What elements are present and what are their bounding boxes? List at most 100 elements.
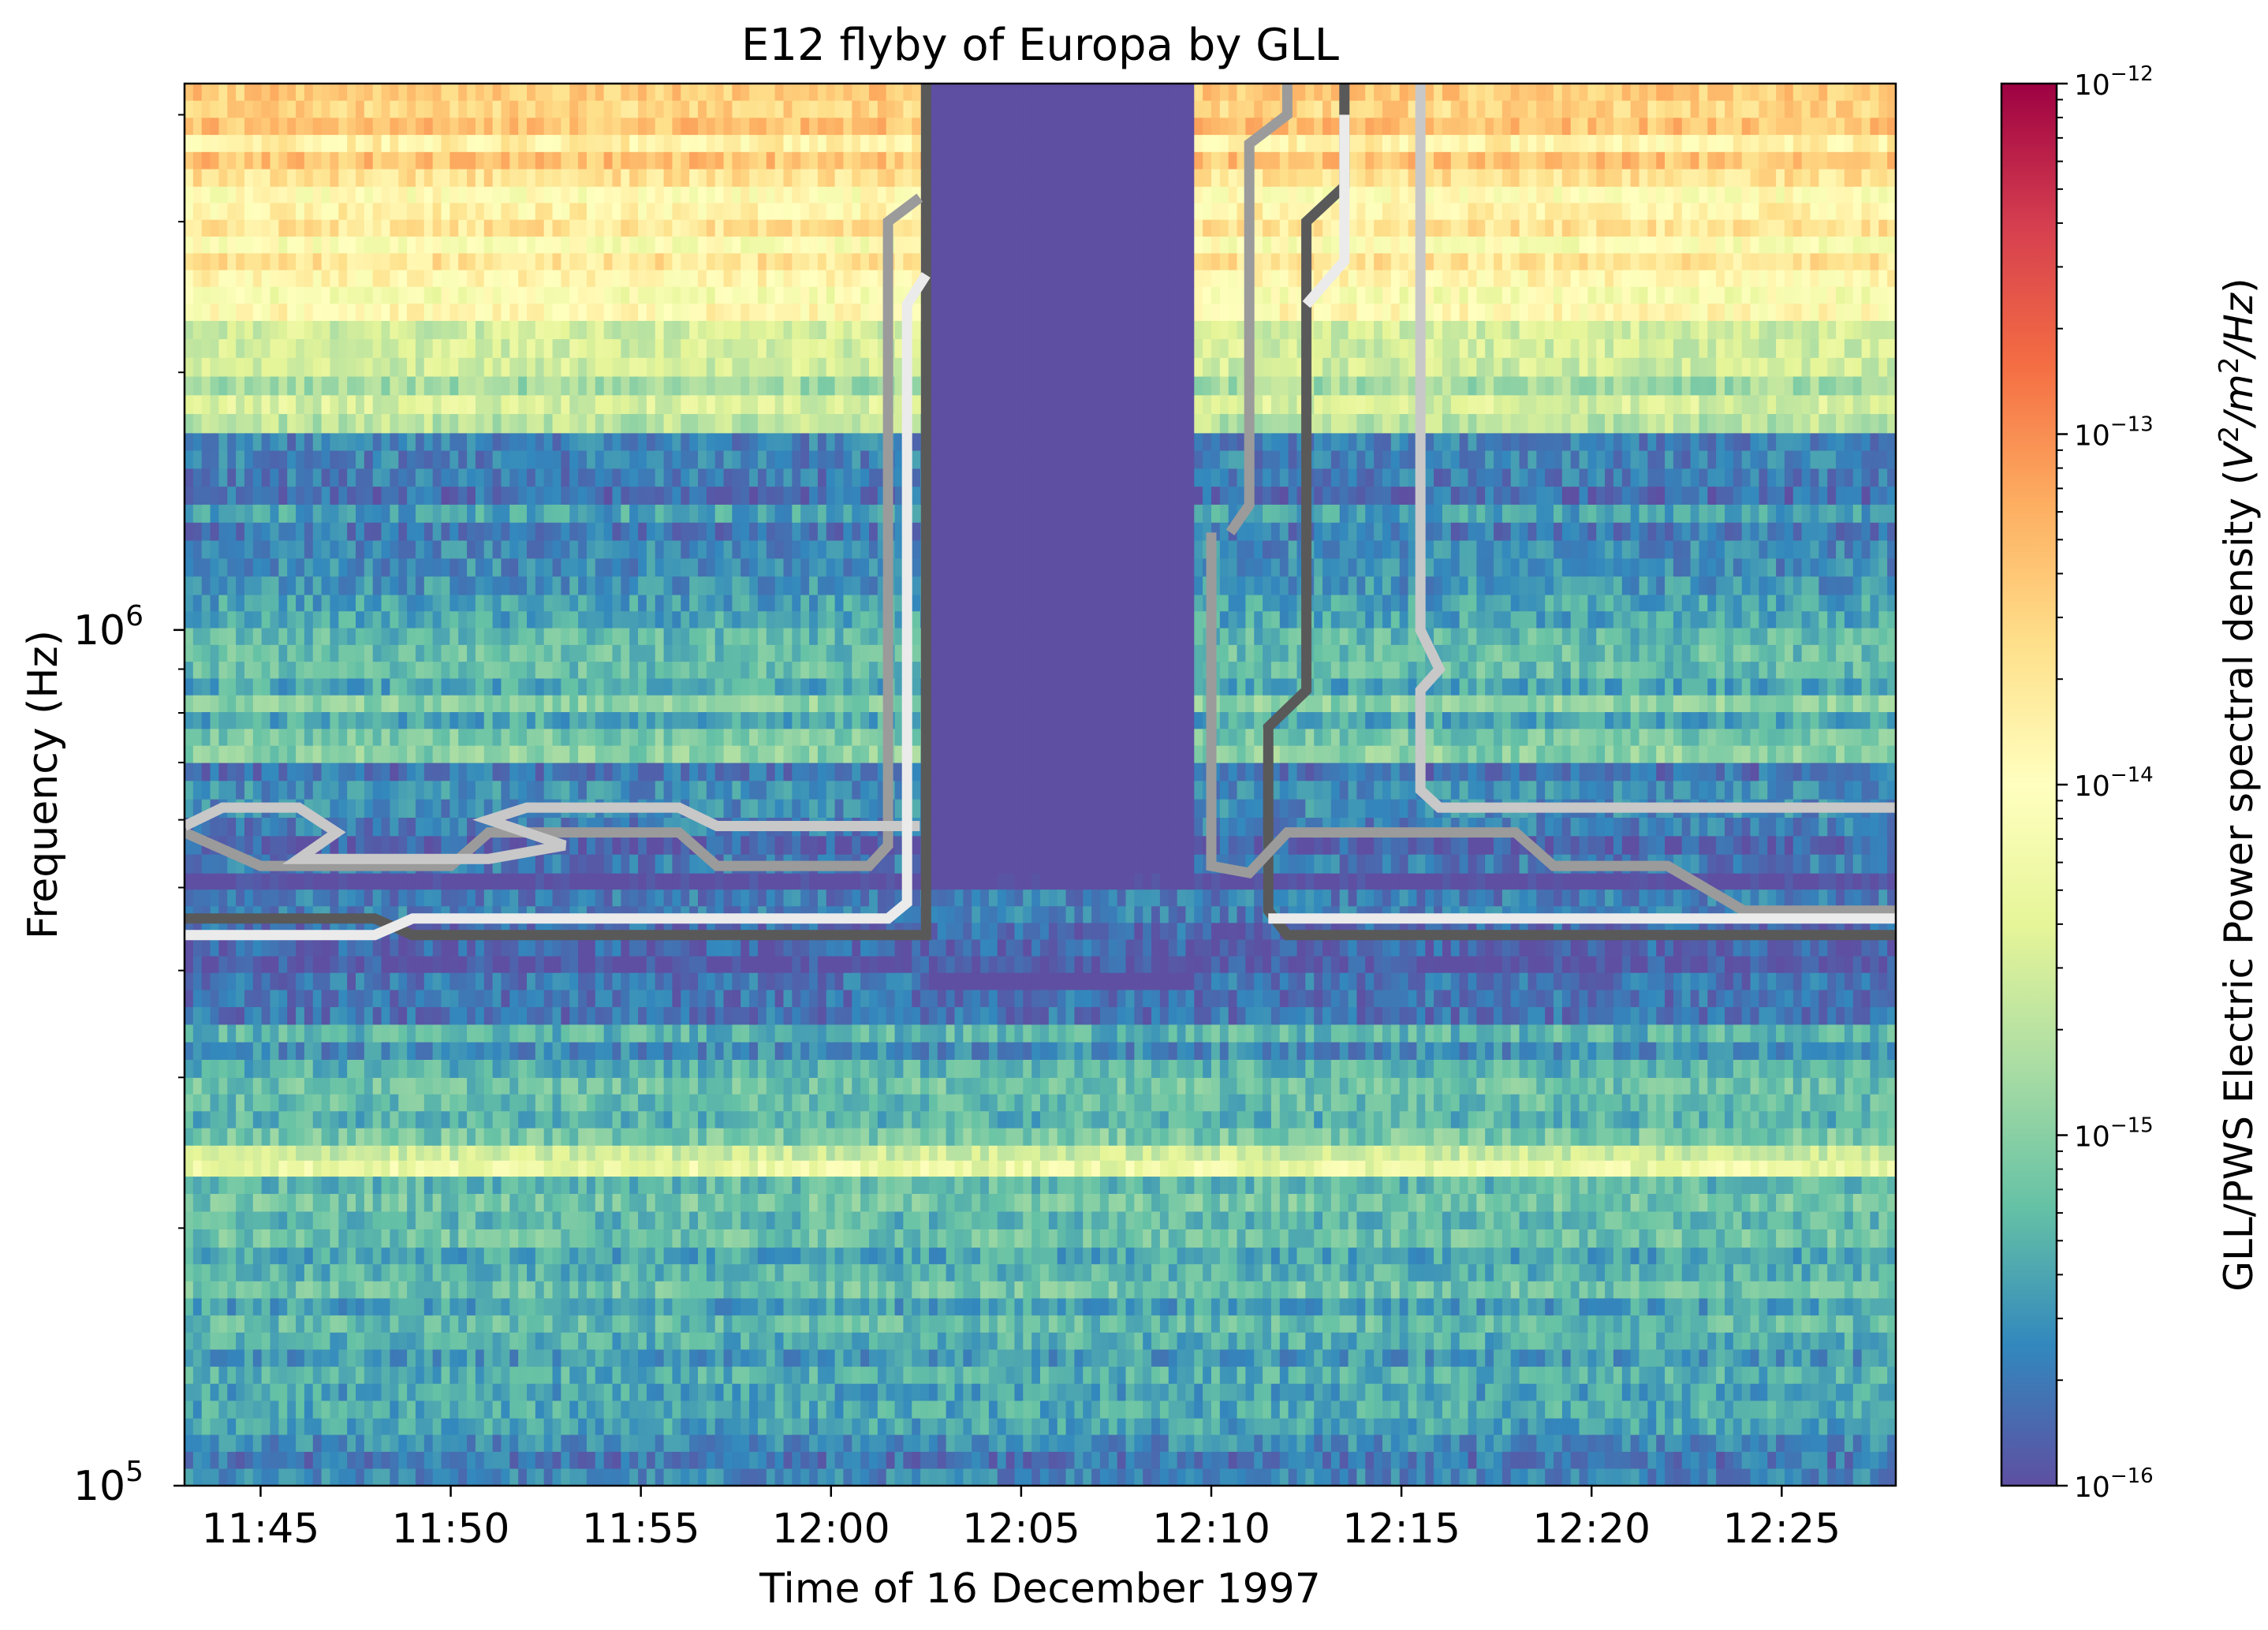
heatmap-cell [1699, 1176, 1708, 1195]
heatmap-cell [1494, 1367, 1503, 1385]
heatmap-cell [1639, 1434, 1648, 1453]
heatmap-cell [1194, 1315, 1203, 1333]
heatmap-cell [595, 1468, 605, 1486]
heatmap-cell [1125, 989, 1135, 1008]
heatmap-cell [347, 1315, 356, 1333]
heatmap-cell [1151, 1128, 1161, 1146]
heatmap-cell [287, 1383, 297, 1402]
heatmap-cell [1561, 1247, 1572, 1265]
heatmap-cell [330, 1349, 339, 1367]
heatmap-cell [1048, 1176, 1058, 1195]
heatmap-cell [1878, 1434, 1888, 1453]
heatmap-cell [1040, 1452, 1050, 1470]
heatmap-cell [1561, 1332, 1572, 1351]
heatmap-cell [1784, 1145, 1794, 1162]
heatmap-cell [1194, 989, 1203, 1008]
heatmap-cell [954, 1418, 964, 1436]
heatmap-cell [912, 1315, 921, 1333]
heatmap-cell [997, 1452, 1007, 1470]
heatmap-cell [774, 1281, 785, 1300]
heatmap-cell [1878, 1367, 1888, 1385]
heatmap-cell [1792, 1229, 1803, 1248]
heatmap-cell [543, 1332, 554, 1351]
heatmap-cell [1792, 989, 1803, 1008]
heatmap-cell [1263, 1128, 1272, 1146]
heatmap-cell [886, 1315, 896, 1333]
heatmap-cell [732, 1145, 741, 1162]
heatmap-cell [535, 1211, 545, 1230]
heatmap-cell [877, 1128, 887, 1146]
heatmap-cell [1792, 1077, 1803, 1095]
heatmap-cell [1408, 1211, 1417, 1230]
heatmap-cell [432, 1418, 442, 1436]
heatmap-cell [467, 1367, 476, 1385]
heatmap-cell [1159, 1468, 1169, 1486]
heatmap-cell [1810, 1211, 1819, 1230]
heatmap-cell [1151, 1367, 1161, 1385]
heatmap-cell [347, 1211, 356, 1230]
heatmap-cell [809, 1418, 819, 1436]
heatmap-cell [364, 1383, 374, 1402]
heatmap-cell [287, 1247, 297, 1265]
heatmap-cell [980, 1128, 990, 1146]
heatmap-cell [1108, 1145, 1118, 1162]
heatmap-cell [1665, 1298, 1674, 1316]
heatmap-cell [296, 1434, 305, 1453]
heatmap-cell [1878, 1452, 1888, 1470]
heatmap-cell [356, 1367, 365, 1385]
heatmap-cell [1390, 1247, 1401, 1265]
heatmap-cell [1707, 1128, 1717, 1146]
heatmap-cell [192, 1418, 203, 1436]
heatmap-cell [612, 1176, 621, 1195]
heatmap-cell [1665, 1315, 1674, 1333]
heatmap-cell [509, 989, 519, 1008]
heatmap-cell [1099, 1315, 1110, 1333]
heatmap-cell [1792, 1315, 1803, 1333]
heatmap-cell [1536, 1128, 1546, 1146]
heatmap-cell [364, 1111, 374, 1129]
heatmap-cell [252, 1229, 263, 1248]
heatmap-cell [621, 1468, 630, 1486]
heatmap-cell [1314, 1247, 1323, 1265]
heatmap-cell [1792, 1111, 1803, 1129]
heatmap-cell [783, 1332, 793, 1351]
heatmap-cell [1408, 1418, 1417, 1436]
heatmap-cell [800, 1264, 810, 1282]
heatmap-cell [1390, 1211, 1401, 1230]
heatmap-cell [244, 1211, 254, 1230]
heatmap-cell [757, 1211, 767, 1230]
heatmap-cell [312, 1434, 323, 1453]
heatmap-cell [1399, 1264, 1409, 1282]
heatmap-cell [852, 1401, 861, 1419]
heatmap-cell [381, 1434, 390, 1453]
heatmap-cell [441, 1077, 450, 1095]
heatmap-cell [843, 1128, 852, 1146]
heatmap-cell [1168, 1298, 1178, 1316]
heatmap-cell [1887, 1367, 1896, 1385]
heatmap-cell [390, 1111, 399, 1129]
heatmap-cell [1485, 1349, 1494, 1367]
heatmap-cell [509, 1111, 519, 1129]
heatmap-cell [1844, 1264, 1854, 1282]
heatmap-cell [1836, 1128, 1845, 1146]
heatmap-cell [432, 1128, 442, 1146]
heatmap-cell [1587, 1452, 1597, 1470]
heatmap-cell [227, 1193, 237, 1213]
heatmap-cell [1365, 1094, 1375, 1112]
heatmap-cell [1630, 1111, 1640, 1129]
heatmap-cell [663, 1111, 673, 1129]
heatmap-cell [210, 1094, 219, 1112]
heatmap-cell [1784, 1193, 1794, 1213]
heatmap-cell [287, 1401, 297, 1419]
heatmap-cell [1741, 1111, 1751, 1129]
heatmap-cell [1852, 1176, 1863, 1195]
heatmap-cell [1878, 1332, 1888, 1351]
heatmap-cell [1288, 1298, 1298, 1316]
heatmap-cell [689, 1418, 699, 1436]
heatmap-cell [1536, 1211, 1546, 1230]
heatmap-cell [1716, 1434, 1725, 1453]
heatmap-cell [1587, 1264, 1597, 1282]
heatmap-cell [552, 1367, 561, 1385]
heatmap-cell [1725, 1315, 1734, 1333]
heatmap-cell [1673, 1247, 1683, 1265]
